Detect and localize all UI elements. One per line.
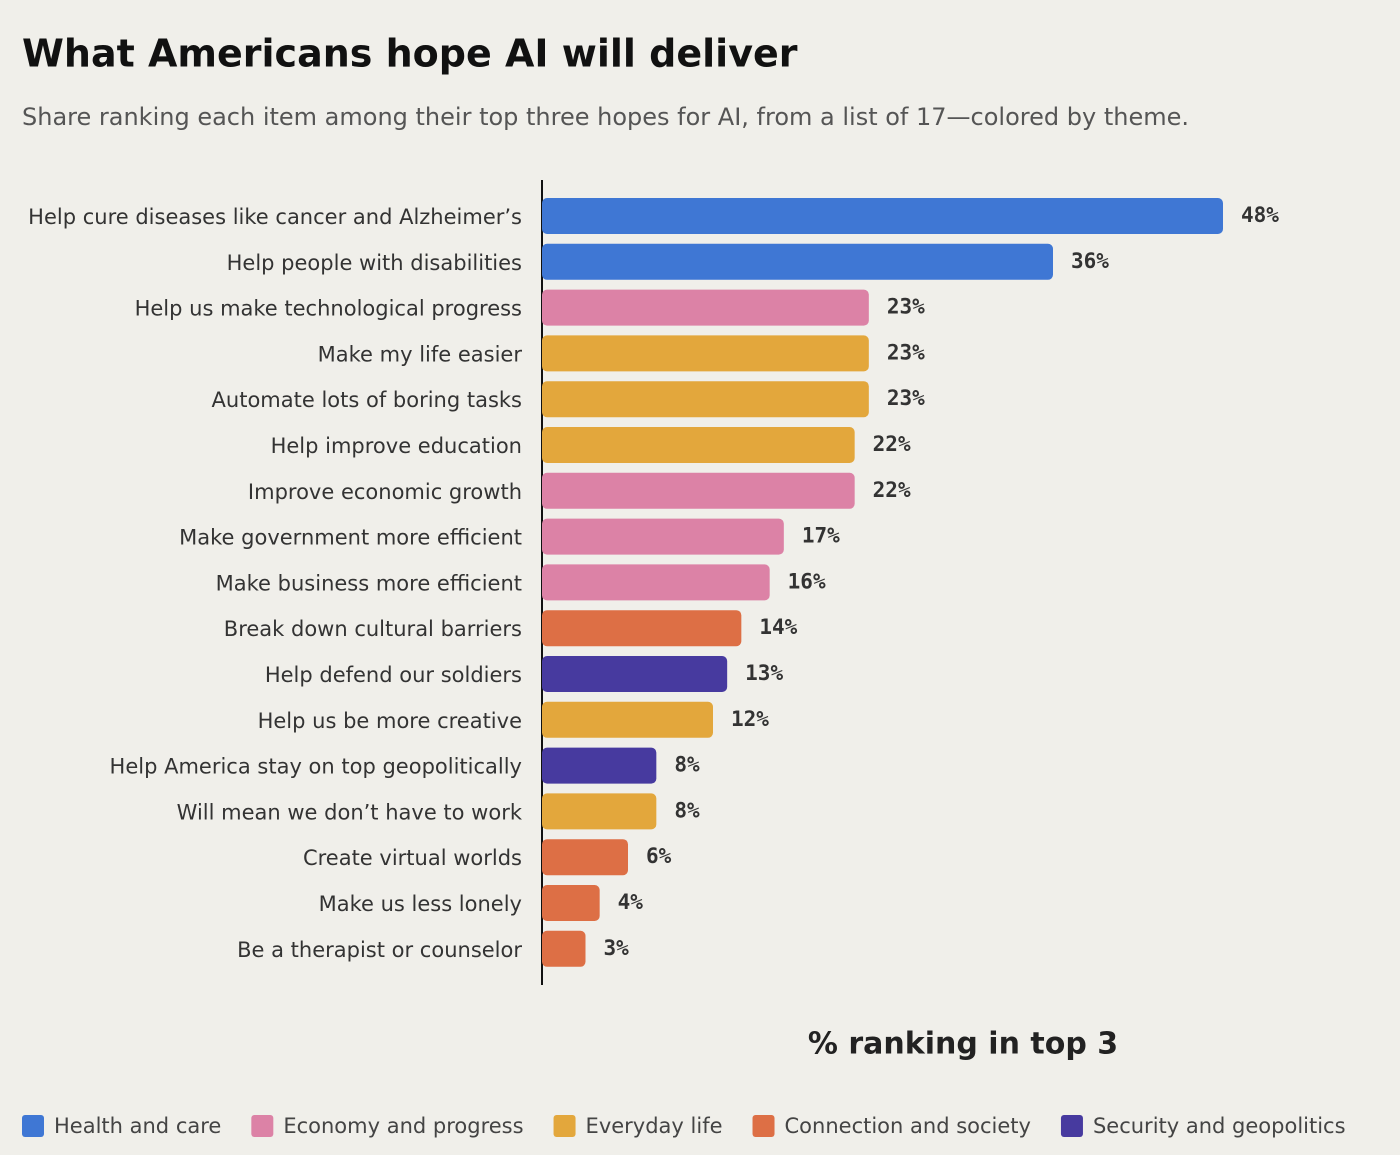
data-label: 3% [604,936,630,960]
y-tick-label: Help improve education [271,434,522,458]
y-tick-label: Make government more efficient [179,526,522,550]
y-tick-label: Break down cultural barriers [224,617,522,641]
data-label: 23% [887,295,925,319]
bar [542,656,728,692]
bar [542,381,869,418]
data-label: 36% [1071,249,1109,273]
data-label: 17% [802,524,840,548]
y-tick-label: Be a therapist or counselor [237,938,522,962]
data-label: 13% [745,661,783,685]
bar [542,930,586,967]
legend-label: Economy and progress [283,1114,523,1138]
bar [542,243,1053,280]
data-label: 48% [1241,203,1279,227]
bar [542,839,628,876]
legend-swatch [553,1115,576,1137]
data-label: 8% [674,753,700,777]
data-label: 23% [887,340,925,364]
y-tick-label: Help us be more creative [258,709,522,733]
y-tick-label: Help cure diseases like cancer and Alzhe… [28,205,522,229]
data-label: 22% [873,478,911,502]
bar [542,610,742,647]
legend-swatch [752,1115,775,1137]
bar [542,793,657,830]
bar [542,885,600,921]
data-label: 16% [788,569,826,593]
legend-label: Health and care [54,1114,221,1138]
legend-swatch [1060,1115,1083,1137]
bar [542,289,869,326]
y-tick-label: Automate lots of boring tasks [212,388,522,412]
bar [542,198,1223,234]
y-tick-label: Improve economic growth [248,480,522,504]
data-label: 14% [759,615,797,639]
data-label: 4% [618,890,644,914]
chart-title: What Americans hope AI will deliver [22,32,798,76]
legend-swatch [22,1115,44,1137]
y-tick-label: Will mean we don’t have to work [177,800,523,824]
y-tick-label: Make my life easier [318,342,523,366]
legend-swatch [251,1115,274,1137]
bar [542,427,855,463]
y-tick-label: Make us less lonely [319,892,522,916]
legend-label: Security and geopolitics [1093,1114,1346,1138]
data-label: 12% [731,707,769,731]
bar [542,335,869,372]
y-tick-label: Create virtual worlds [303,846,522,870]
y-tick-label: Make business more efficient [216,571,522,595]
legend-label: Everyday life [586,1114,723,1138]
bar [542,518,784,555]
y-tick-label: Help defend our soldiers [265,663,522,687]
legend-label: Connection and society [785,1114,1031,1138]
chart-subtitle: Share ranking each item among their top … [22,103,1189,131]
data-label: 23% [887,386,925,410]
bar [542,472,855,509]
bar [542,564,770,601]
x-axis-label: % ranking in top 3 [808,1027,1118,1062]
bar [542,747,657,784]
y-tick-label: Help us make technological progress [135,297,522,321]
data-label: 22% [873,432,911,456]
data-label: 8% [674,798,700,822]
data-label: 6% [646,844,672,868]
bar [542,701,713,738]
y-tick-label: Help America stay on top geopolitically [110,755,522,779]
y-tick-label: Help people with disabilities [227,251,522,275]
